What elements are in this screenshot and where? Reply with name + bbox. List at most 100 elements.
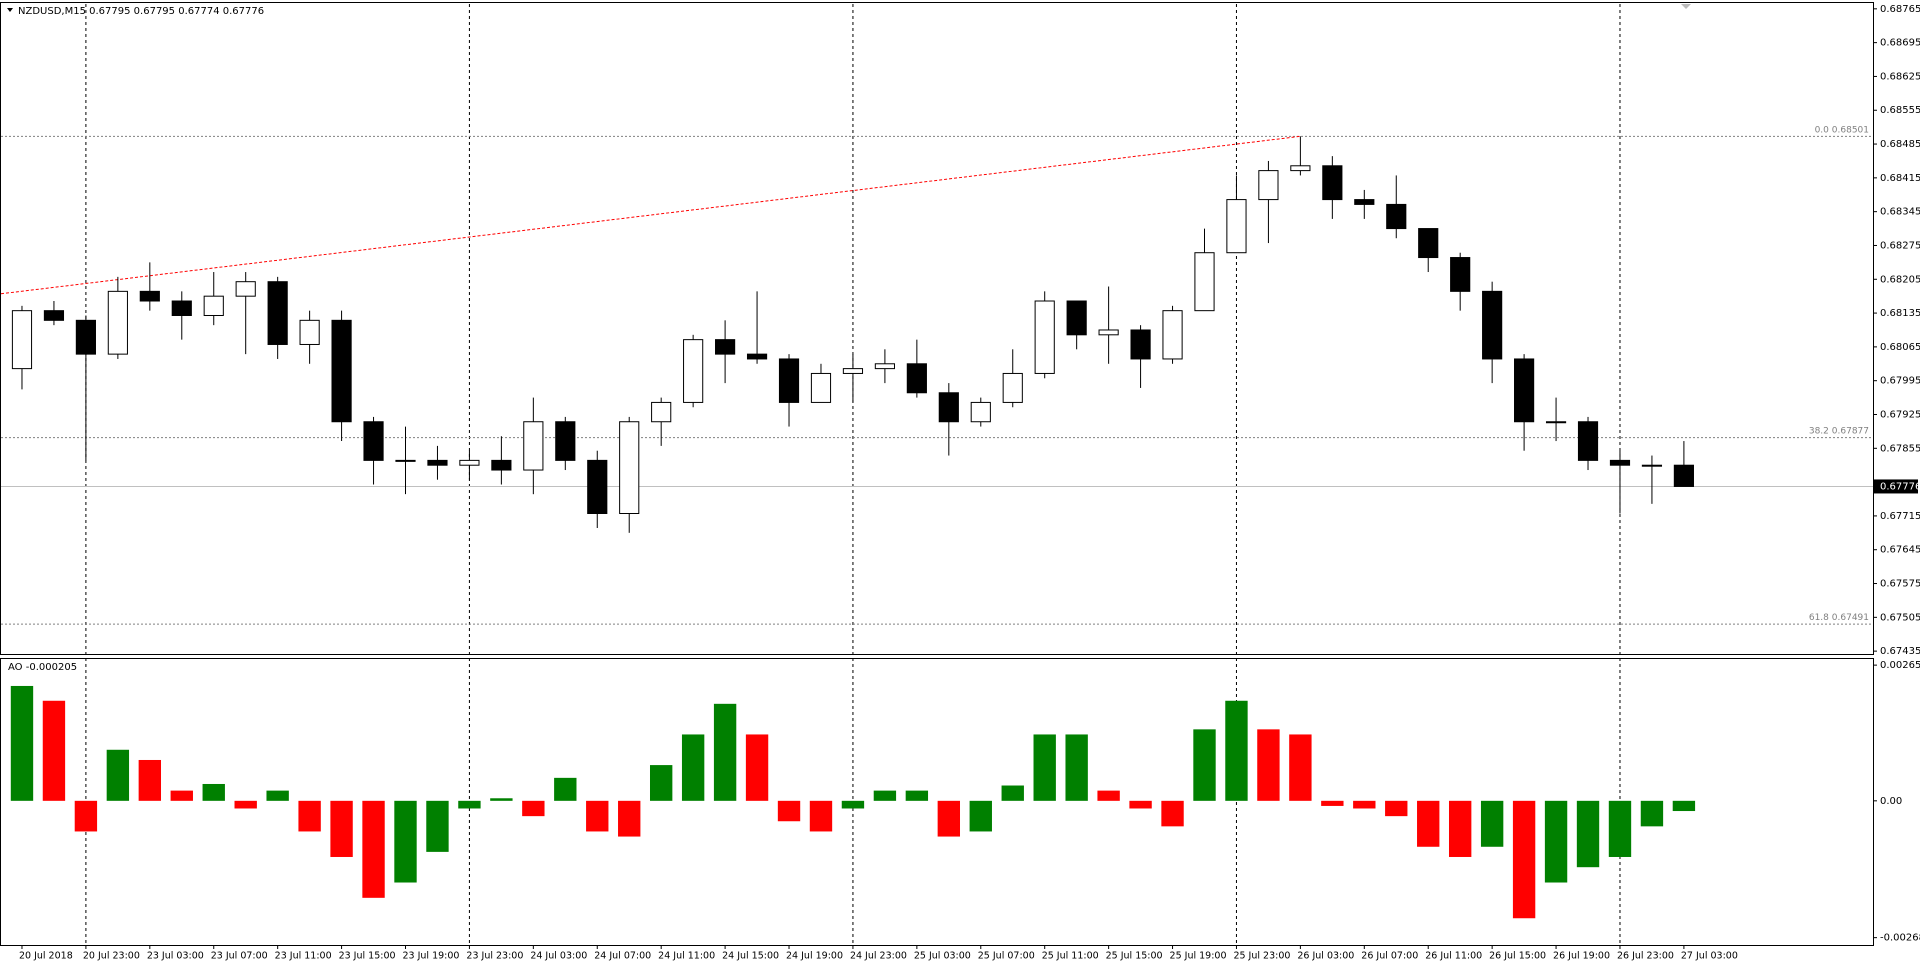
x-tick-label: 23 Jul 03:00 — [147, 951, 204, 962]
y-tick-label: 0.67645 — [1880, 545, 1920, 556]
ao-bar — [1353, 800, 1376, 809]
y-tick-label: 0.67995 — [1880, 376, 1920, 387]
candle-body — [842, 368, 864, 374]
candle-body — [1673, 464, 1694, 487]
x-tick-label: 23 Jul 11:00 — [275, 951, 332, 962]
ao-bar — [330, 800, 353, 857]
ao-bar — [841, 800, 865, 809]
symbol: NZDUSD,M15 — [18, 6, 86, 17]
candle-body — [1258, 170, 1279, 201]
x-tick-label: 24 Jul 03:00 — [530, 951, 587, 962]
y-tick-label: 0.68205 — [1880, 274, 1920, 285]
indicator-name: AO — [8, 662, 23, 673]
candle-body — [427, 459, 448, 466]
ao-bar — [809, 800, 833, 832]
x-tick-label: 23 Jul 15:00 — [339, 951, 396, 962]
y-tick-label: 0.68695 — [1880, 38, 1920, 49]
ao-bar — [969, 800, 992, 832]
ao-bar — [74, 800, 98, 832]
candle-body — [203, 295, 224, 316]
ao-bar — [1193, 729, 1216, 801]
ao-bar — [873, 790, 897, 801]
candle-body — [683, 339, 704, 403]
candle-body — [1545, 421, 1567, 424]
ao-bar — [1129, 800, 1152, 809]
ao-bar — [10, 685, 34, 801]
fib-label: 0.0 0.68501 — [1815, 125, 1869, 135]
candle-body — [267, 281, 288, 345]
candle-body — [1386, 203, 1407, 230]
ao-bar — [1448, 800, 1472, 857]
x-tick-label: 26 Jul 11:00 — [1425, 951, 1482, 962]
fib-price: 0.67491 — [1832, 613, 1869, 623]
scroll-marker[interactable] — [1681, 4, 1691, 9]
ao-bar — [777, 800, 801, 822]
candle-body — [363, 421, 384, 461]
candle-body — [587, 459, 608, 514]
ao-bar — [1608, 800, 1632, 857]
ao-bar — [394, 800, 417, 883]
x-tick-label: 24 Jul 23:00 — [850, 951, 907, 962]
candle-body — [1418, 228, 1439, 259]
candle-body — [715, 339, 736, 355]
ao-bar — [1385, 800, 1408, 817]
candle-body — [1577, 421, 1599, 461]
x-tick-label: 26 Jul 07:00 — [1361, 951, 1418, 962]
x-tick-label: 25 Jul 03:00 — [914, 951, 971, 962]
fib-level: 61.8 — [1809, 613, 1829, 623]
candle-body — [11, 310, 33, 370]
ao-bar — [1225, 700, 1248, 801]
ao-bar — [266, 790, 289, 801]
y-tick-label: 0.67855 — [1880, 443, 1920, 454]
ao-bar — [937, 800, 961, 837]
x-tick-label: 24 Jul 11:00 — [658, 951, 715, 962]
candle-body — [874, 363, 895, 370]
ao-bar — [1576, 800, 1600, 868]
y-tick-label: 0.68275 — [1880, 240, 1920, 251]
ao-bar — [1065, 734, 1088, 801]
ao-bar — [649, 765, 673, 801]
candle-body — [523, 421, 544, 471]
candle-body — [746, 353, 768, 360]
y-tick-label: 0.67575 — [1880, 579, 1920, 590]
candle-body — [810, 372, 832, 403]
ao-bar — [618, 800, 641, 837]
x-tick-label: 23 Jul 19:00 — [403, 951, 460, 962]
ao-bar — [1640, 800, 1664, 827]
candle-body — [1609, 459, 1631, 466]
candle-body — [459, 459, 480, 466]
candle-body — [1290, 165, 1311, 172]
ao-bar — [713, 703, 737, 801]
candle-body — [331, 319, 352, 423]
y-tick-label: 0.68555 — [1880, 105, 1920, 116]
ao-bar — [1161, 800, 1184, 827]
x-tick-label: 26 Jul 15:00 — [1489, 951, 1546, 962]
y-tick-label: 0.67505 — [1880, 612, 1920, 623]
ao-bar — [1257, 729, 1280, 801]
ao-bar — [1033, 734, 1056, 801]
candle-body — [107, 290, 128, 355]
ao-bar — [42, 700, 66, 801]
candle-body — [1162, 310, 1183, 360]
x-tick-label: 26 Jul 19:00 — [1553, 951, 1610, 962]
candle-body — [491, 459, 512, 471]
candle-body — [651, 401, 672, 423]
fib-level: 38.2 — [1809, 426, 1829, 436]
x-tick-label: 24 Jul 19:00 — [786, 951, 843, 962]
candle-body — [778, 358, 800, 403]
candle-body — [938, 392, 959, 423]
x-tick-label: 25 Jul 19:00 — [1170, 951, 1227, 962]
candle-body — [1322, 165, 1343, 201]
candle-body — [1514, 358, 1535, 423]
candle-body — [1354, 199, 1375, 205]
y2-tick-label: 0.002658 — [1880, 660, 1920, 671]
fib-price: 0.68501 — [1832, 125, 1869, 135]
ao-bar — [586, 800, 609, 832]
ohlc-open: 0.67795 — [89, 6, 130, 17]
x-tick-label: 23 Jul 07:00 — [211, 951, 268, 962]
menu-triangle[interactable] — [7, 8, 13, 12]
ao-bar — [681, 734, 705, 801]
y-tick-label: 0.68345 — [1880, 207, 1920, 218]
ao-bar — [458, 800, 481, 809]
